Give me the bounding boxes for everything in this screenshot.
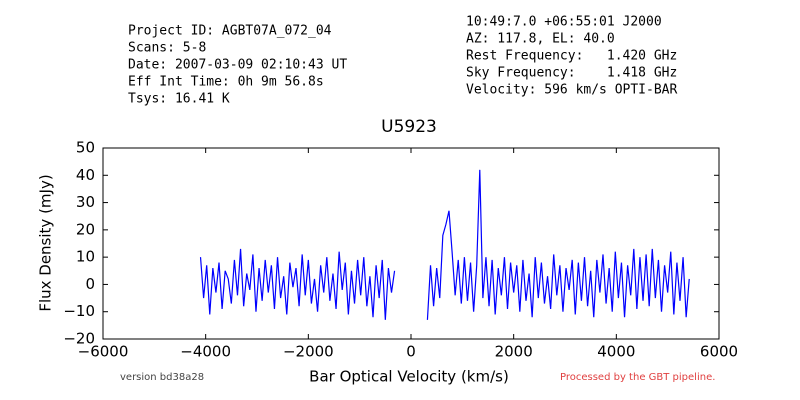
y-tick-label: 50 — [76, 139, 95, 157]
x-tick-label: −4000 — [180, 343, 231, 361]
y-tick-label: 30 — [76, 193, 95, 211]
x-tick-label: −6000 — [78, 343, 129, 361]
header-line: AZ: 117.8, EL: 40.0 — [466, 32, 615, 47]
pipeline-note: Processed by the GBT pipeline. — [560, 372, 715, 383]
y-axis-label: Flux Density (mJy) — [37, 174, 55, 311]
header-line: Sky Frequency: 1.418 GHz — [466, 66, 677, 81]
x-tick-label: −2000 — [283, 343, 334, 361]
header-line: Scans: 5-8 — [128, 41, 206, 56]
y-tick-label: −20 — [63, 330, 95, 348]
spectrum-line — [199, 169, 690, 320]
header-line: Project ID: AGBT07A_072_04 — [128, 24, 332, 39]
y-tick-label: 20 — [76, 220, 95, 238]
x-axis-label: Bar Optical Velocity (km/s) — [309, 368, 509, 386]
x-tick-label: 6000 — [700, 343, 738, 361]
header-line: Tsys: 16.41 K — [128, 92, 230, 107]
y-tick-label: −10 — [63, 302, 95, 320]
y-tick-label: 40 — [76, 166, 95, 184]
chart-title: U5923 — [381, 117, 437, 137]
header-line: Date: 2007-03-09 02:10:43 UT — [128, 58, 347, 73]
header-line: Rest Frequency: 1.420 GHz — [466, 49, 677, 64]
header-line: Velocity: 596 km/s OPTI-BAR — [466, 83, 677, 98]
header-line: 10:49:7.0 +06:55:01 J2000 — [466, 15, 662, 30]
plot-frame — [102, 147, 720, 340]
x-tick-label: 2000 — [495, 343, 533, 361]
x-tick-label: 4000 — [597, 343, 635, 361]
header-line: Eff Int Time: 0h 9m 56.8s — [128, 75, 324, 90]
y-tick-label: 0 — [85, 275, 95, 293]
y-tick-label: 10 — [76, 248, 95, 266]
version-note: version bd38a28 — [120, 372, 204, 383]
x-tick-label: 0 — [406, 343, 416, 361]
